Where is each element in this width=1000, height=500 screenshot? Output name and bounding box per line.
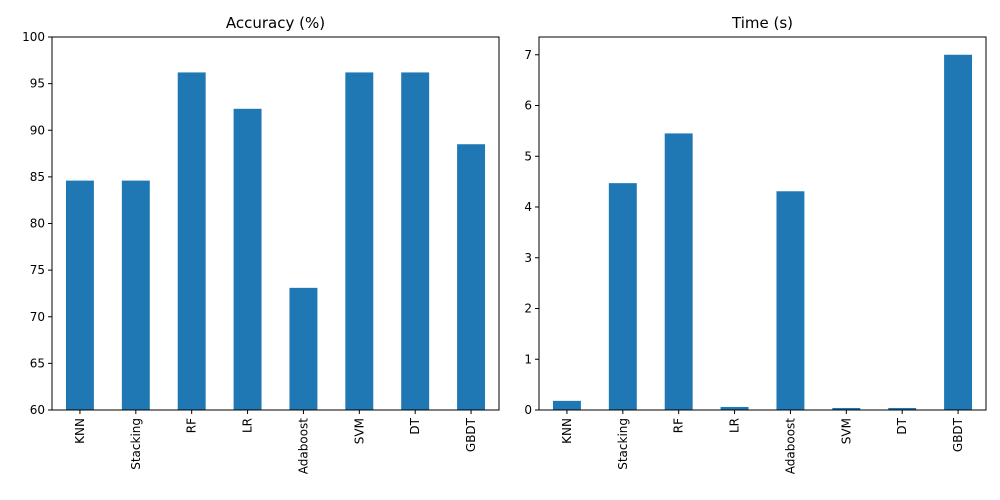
y-tick-label: 6: [524, 99, 532, 113]
y-tick-label: 70: [30, 310, 45, 324]
bar-lr: [233, 108, 262, 411]
bar-rf: [664, 133, 693, 411]
y-axis-ticks: 60 65 70 75 80 85 90 95 100: [22, 30, 52, 417]
bar-stacking: [608, 183, 637, 410]
bar-adaboost: [289, 287, 318, 410]
y-tick-label: 90: [30, 123, 45, 137]
bar-stacking: [121, 180, 150, 410]
accuracy-chart: Accuracy (%) 60 65 70 75 80 85 90 95 100 KNN Stac…: [22, 14, 500, 474]
y-tick-label: 5: [524, 149, 532, 163]
bar-knn: [552, 400, 581, 410]
x-tick-label: Stacking: [616, 418, 630, 470]
x-tick-label: Adaboost: [783, 418, 797, 475]
y-tick-label: 4: [524, 200, 532, 214]
x-tick-label: RF: [185, 418, 199, 433]
axes-frame: [538, 36, 987, 411]
x-tick-label: Adaboost: [296, 418, 310, 475]
bar-group: [65, 72, 486, 411]
bar-adaboost: [776, 191, 805, 410]
chart-title: Time (s): [731, 14, 793, 32]
y-tick-label: 7: [524, 48, 532, 62]
x-tick-label: SVM: [839, 418, 853, 444]
x-tick-label: RF: [672, 418, 686, 433]
bar-rf: [177, 72, 206, 410]
y-axis-ticks: 0 1 2 3 4 5 6 7: [524, 48, 539, 417]
y-tick-label: 1: [524, 352, 532, 366]
x-axis-ticks: KNN Stacking RF LR Adaboost SVM DT GBDT: [560, 410, 965, 474]
x-tick-label: GBDT: [464, 417, 478, 452]
x-axis-ticks: KNN Stacking RF LR Adaboost SVM DT GBDT: [73, 410, 478, 474]
bar-gbdt: [944, 54, 973, 411]
x-tick-label: DT: [895, 417, 909, 434]
bar-knn: [65, 180, 94, 410]
y-tick-label: 80: [30, 217, 45, 231]
y-tick-label: 0: [524, 403, 532, 417]
y-tick-label: 95: [30, 77, 45, 91]
time-chart: Time (s) 0 1 2 3 4 5 6 7 KNN Stacking RF LR Adaboos…: [524, 14, 987, 474]
x-tick-label: DT: [408, 417, 422, 434]
chart-title: Accuracy (%): [226, 14, 325, 32]
x-tick-label: SVM: [352, 418, 366, 444]
axes-frame: [51, 36, 500, 411]
x-tick-label: LR: [241, 418, 255, 433]
y-tick-label: 65: [30, 356, 45, 370]
bar-dt: [401, 72, 430, 410]
bar-svm: [832, 407, 861, 410]
x-tick-label: LR: [728, 418, 742, 433]
bar-group: [552, 54, 973, 411]
x-tick-label: Stacking: [129, 418, 143, 470]
x-tick-label: KNN: [560, 418, 574, 444]
y-tick-label: 60: [30, 403, 45, 417]
bar-dt: [888, 407, 917, 410]
bar-svm: [345, 72, 374, 410]
y-tick-label: 100: [22, 30, 45, 44]
y-tick-label: 3: [524, 251, 532, 265]
y-tick-label: 2: [524, 302, 532, 316]
x-tick-label: KNN: [73, 418, 87, 444]
y-tick-label: 75: [30, 263, 45, 277]
bar-gbdt: [457, 144, 486, 411]
y-tick-label: 85: [30, 170, 45, 184]
x-tick-label: GBDT: [951, 417, 965, 452]
bar-lr: [720, 406, 749, 410]
